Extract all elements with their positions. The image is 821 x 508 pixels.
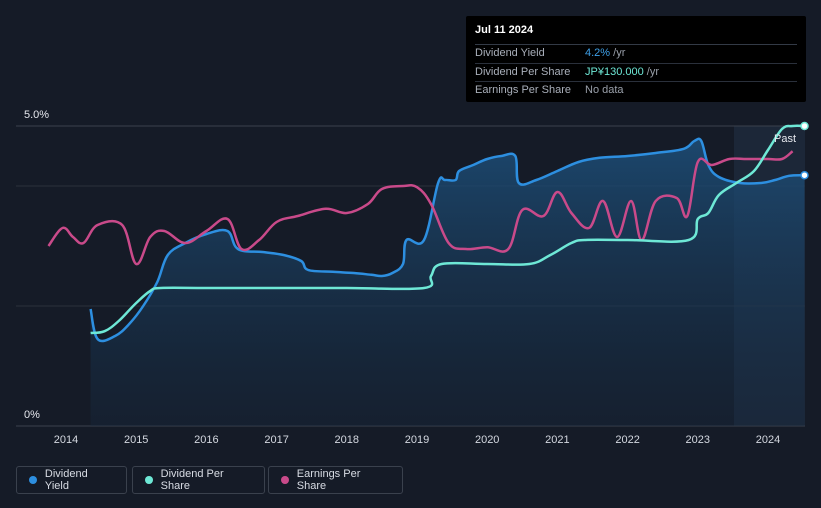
earnings-per-share-line	[47, 150, 794, 266]
x-tick-label: 2014	[54, 434, 78, 446]
dividend-yield-endpoint[interactable]	[800, 170, 809, 180]
y-axis-top-label: 5.0%	[24, 109, 49, 121]
tooltip-label: Earnings Per Share	[475, 84, 571, 96]
dividend-per-share-endpoint[interactable]	[800, 121, 809, 131]
legend-dividend-yield[interactable]: Dividend Yield	[16, 466, 127, 494]
legend-dot-icon	[281, 476, 289, 484]
y-axis-bottom-label: 0%	[24, 409, 40, 421]
legend-label: Earnings Per Share	[296, 468, 361, 492]
legend-dot-icon	[29, 476, 37, 484]
x-tick-label: 2020	[475, 434, 499, 446]
x-tick-label: 2021	[545, 434, 569, 446]
dividend-yield-line	[89, 137, 805, 343]
tooltip-unit: /yr	[610, 47, 626, 59]
tooltip-date: Jul 11 2024	[475, 22, 797, 45]
x-tick-label: 2015	[124, 434, 148, 446]
dividend-yield-area	[90, 138, 805, 426]
x-tick-label: 2024	[756, 434, 780, 446]
x-tick-label: 2018	[335, 434, 359, 446]
tooltip-panel: Jul 11 2024 Dividend Yield 4.2% /yr Divi…	[466, 16, 806, 102]
tooltip-value: No data	[585, 84, 624, 96]
x-tick-label: 2019	[405, 434, 429, 446]
tooltip-value: JP¥130.000	[585, 65, 644, 78]
legend-dividend-per-share[interactable]: Dividend Per Share	[132, 466, 265, 494]
x-tick-label: 2022	[615, 434, 639, 446]
tooltip-value: 4.2%	[585, 47, 611, 59]
past-label: Past	[774, 133, 796, 145]
legend-label: Dividend Yield	[44, 468, 88, 492]
tooltip-row-earnings-per-share: Earnings Per Share No data	[475, 82, 797, 100]
tooltip-label: Dividend Per Share	[475, 65, 571, 78]
tooltip-label: Dividend Yield	[475, 47, 545, 59]
tooltip-row-dividend-per-share: Dividend Per Share JP¥130.000 /yr	[475, 64, 797, 82]
legend-earnings-per-share[interactable]: Earnings Per Share	[268, 466, 403, 494]
x-tick-label: 2017	[264, 434, 288, 446]
x-tick-label: 2016	[194, 434, 218, 446]
dividend-per-share-line	[90, 124, 805, 335]
legend-label: Dividend Per Share	[160, 468, 224, 492]
tooltip-row-dividend-yield: Dividend Yield 4.2% /yr	[475, 45, 797, 64]
tooltip-unit: /yr	[643, 65, 659, 78]
legend-dot-icon	[145, 476, 153, 484]
x-tick-label: 2023	[686, 434, 710, 446]
